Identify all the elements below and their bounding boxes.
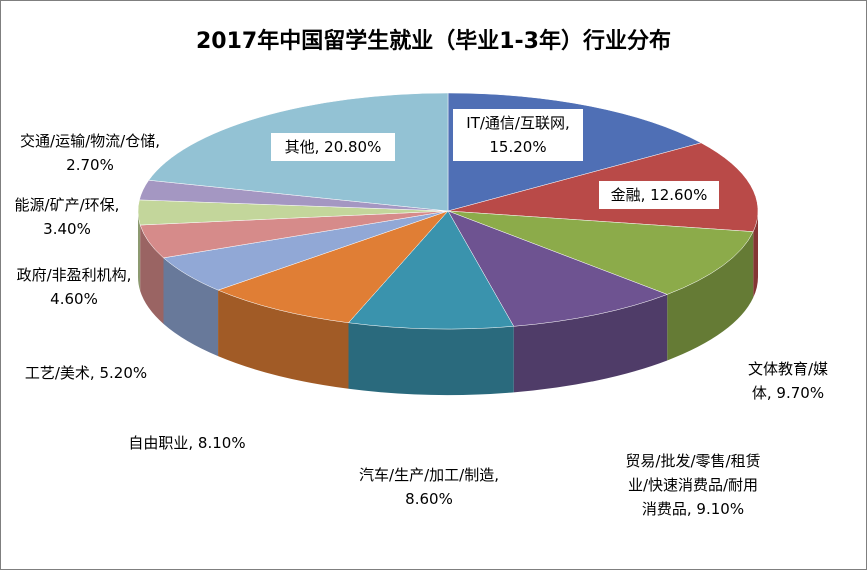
pie-side-1 (753, 211, 758, 298)
data-label-crafts: 工艺/美术, 5.20% (11, 361, 161, 385)
data-label-trade-line1: 贸易/批发/零售/租赁 (625, 452, 761, 470)
data-label-energy: 能源/矿产/环保, 3.40% (5, 193, 129, 241)
data-label-transport-name: 交通/运输/物流/仓储, (20, 132, 160, 150)
data-label-transport: 交通/运输/物流/仓储, 2.70% (5, 129, 175, 177)
data-label-it-value: 15.20% (489, 138, 547, 156)
pie-side-6 (163, 257, 219, 357)
data-label-education-value: 体, 9.70% (751, 384, 825, 402)
pie-side-7 (140, 225, 164, 324)
data-label-education-name: 文体教育/媒 (747, 360, 829, 378)
data-label-freelance-text: 自由职业, 8.10% (128, 434, 246, 452)
data-label-finance: 金融, 12.60% (599, 181, 719, 209)
data-label-transport-value: 2.70% (66, 156, 114, 174)
pie-side-5 (218, 290, 349, 389)
data-label-it-name: IT/通信/互联网, (466, 114, 570, 132)
data-label-trade-line3: 消费品, 9.10% (641, 500, 745, 518)
data-label-finance-text: 金融, 12.60% (610, 186, 708, 204)
pie-slice-5 (217, 210, 449, 324)
pie-side-3 (513, 294, 668, 393)
data-label-crafts-text: 工艺/美术, 5.20% (24, 364, 148, 382)
pie-slice-2 (447, 210, 754, 295)
data-label-government-name: 政府/非盈利机构, (16, 266, 132, 284)
data-label-it: IT/通信/互联网, 15.20% (453, 109, 583, 161)
pie-slice-4 (348, 210, 515, 330)
data-label-other-text: 其他, 20.80% (284, 138, 382, 156)
data-label-trade: 贸易/批发/零售/租赁 业/快速消费品/耐用 消费品, 9.10% (613, 449, 773, 521)
data-label-manufacturing: 汽车/生产/加工/制造, 8.60% (343, 463, 515, 511)
pie-side-8 (138, 211, 141, 292)
data-label-energy-name: 能源/矿产/环保, (14, 196, 120, 214)
data-label-manufacturing-value: 8.60% (405, 490, 453, 508)
pie-side-4 (348, 322, 514, 395)
pie-slice-3 (447, 210, 668, 327)
data-label-education: 文体教育/媒 体, 9.70% (741, 357, 835, 405)
chart-title: 2017年中国留学生就业（毕业1-3年）行业分布 (196, 29, 671, 54)
data-label-energy-value: 3.40% (43, 220, 91, 238)
data-label-other: 其他, 20.80% (271, 133, 395, 161)
data-label-government-value: 4.60% (50, 290, 98, 308)
data-label-manufacturing-name: 汽车/生产/加工/制造, (359, 466, 499, 484)
data-label-freelance: 自由职业, 8.10% (117, 431, 257, 455)
pie-side-2 (667, 231, 754, 361)
data-label-government: 政府/非盈利机构, 4.60% (7, 263, 141, 311)
data-label-trade-line2: 业/快速消费品/耐用 (627, 476, 759, 494)
